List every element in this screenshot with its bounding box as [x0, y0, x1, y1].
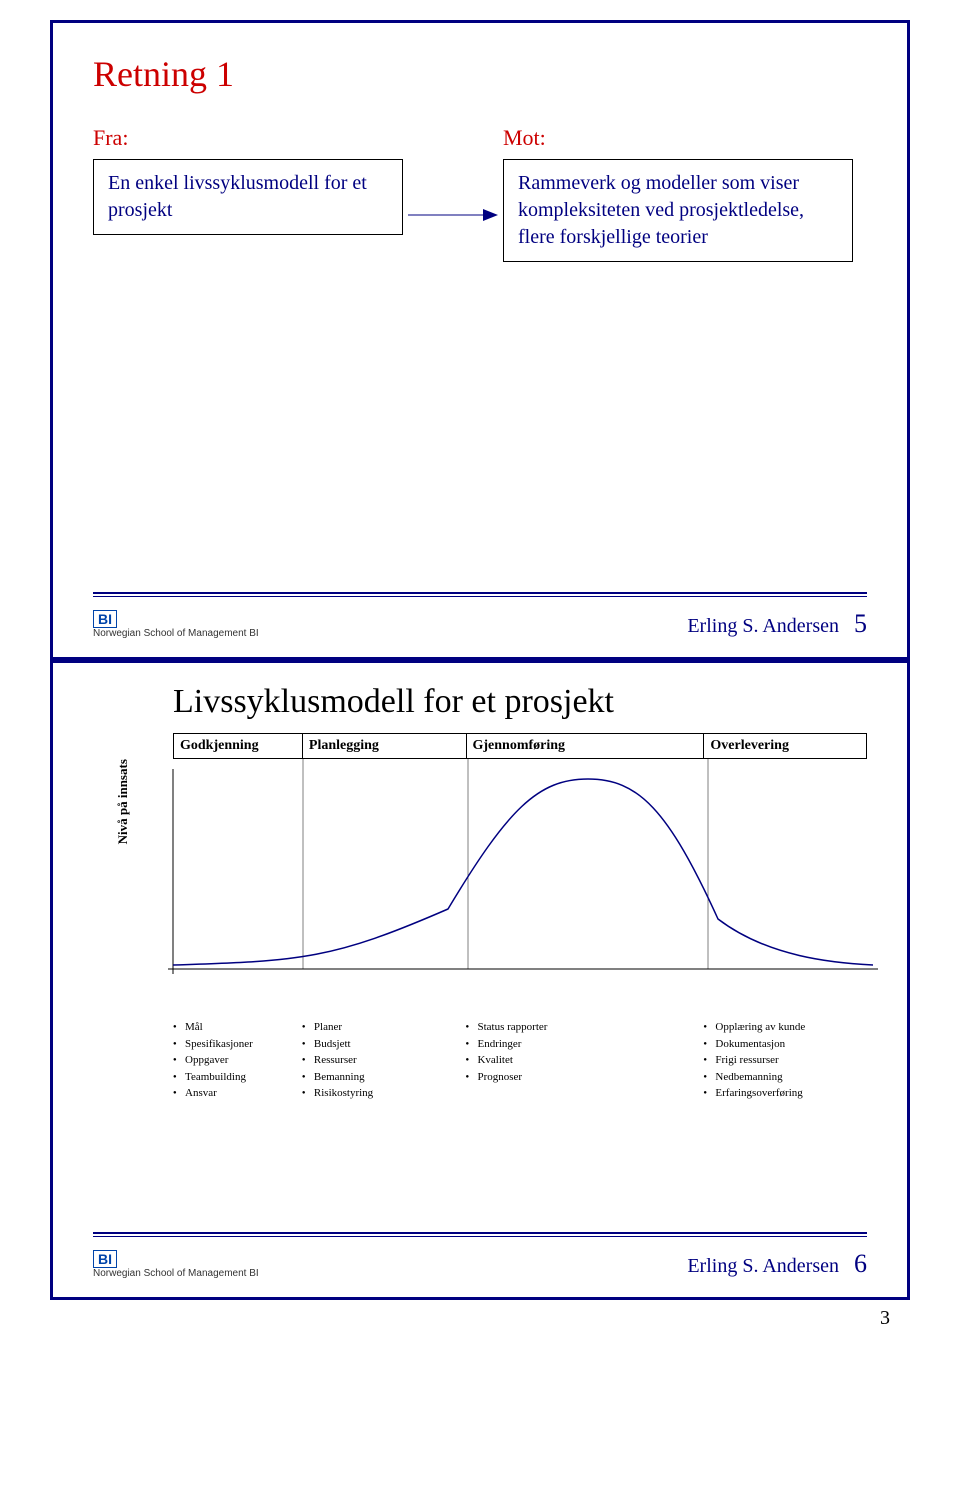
- mot-label: Mot:: [503, 125, 853, 151]
- logo: BI Norwegian School of Management BI: [93, 1250, 259, 1279]
- bullet-item: Opplæring av kunde: [703, 1019, 867, 1036]
- bullet-item: Endringer: [465, 1036, 703, 1053]
- phase-cell: Overlevering: [703, 733, 867, 759]
- fra-label: Fra:: [93, 125, 403, 151]
- footer-divider: [93, 1232, 867, 1237]
- bullet-item: Prognoser: [465, 1069, 703, 1086]
- logo-short: BI: [93, 610, 117, 628]
- slide1-content: Fra: En enkel livssyklusmodell for et pr…: [93, 125, 867, 262]
- slide-2: Livssyklusmodell for et prosjekt Godkjen…: [50, 660, 910, 1300]
- bullets-column: PlanerBudsjettRessurserBemanningRisikost…: [302, 1019, 466, 1102]
- footer: Erling S. Andersen 6: [687, 1249, 867, 1279]
- slide-number: 6: [854, 1249, 867, 1278]
- bullet-item: Status rapporter: [465, 1019, 703, 1036]
- phase-cell: Planlegging: [302, 733, 466, 759]
- fra-column: Fra: En enkel livssyklusmodell for et pr…: [93, 125, 403, 235]
- logo: BI Norwegian School of Management BI: [93, 610, 259, 639]
- bullet-item: Frigi ressurser: [703, 1052, 867, 1069]
- page-number: 3: [880, 1307, 890, 1330]
- bullets-column: Status rapporterEndringerKvalitetPrognos…: [465, 1019, 703, 1102]
- slide-title: Retning 1: [93, 53, 867, 95]
- footer: Erling S. Andersen 5: [687, 609, 867, 639]
- logo-long: Norwegian School of Management BI: [93, 1268, 259, 1279]
- phase-cell: Godkjenning: [173, 733, 302, 759]
- bullet-item: Mål: [173, 1019, 302, 1036]
- bullet-item: Ressurser: [302, 1052, 466, 1069]
- slide-1: Retning 1 Fra: En enkel livssyklusmodell…: [50, 20, 910, 660]
- arrow-icon: [403, 195, 503, 235]
- footer-author: Erling S. Andersen: [687, 615, 839, 637]
- fra-box: En enkel livssyklusmodell for et prosjek…: [93, 159, 403, 235]
- bullets-row: MålSpesifikasjonerOppgaverTeambuildingAn…: [173, 1019, 867, 1102]
- bullet-item: Teambuilding: [173, 1069, 302, 1086]
- footer-divider: [93, 592, 867, 597]
- mot-box: Rammeverk og modeller som viser kompleks…: [503, 159, 853, 262]
- bullet-item: Oppgaver: [173, 1052, 302, 1069]
- bullet-item: Spesifikasjoner: [173, 1036, 302, 1053]
- bullet-item: Nedbemanning: [703, 1069, 867, 1086]
- bullet-item: Planer: [302, 1019, 466, 1036]
- y-axis-label: Nivå på innsats: [115, 759, 131, 844]
- bullet-item: Erfaringsoverføring: [703, 1085, 867, 1102]
- bullet-item: Budsjett: [302, 1036, 466, 1053]
- bullet-item: Kvalitet: [465, 1052, 703, 1069]
- phase-row: GodkjenningPlanleggingGjennomføringOverl…: [173, 733, 867, 759]
- lifecycle-curve-chart: [133, 759, 893, 999]
- bullet-item: Ansvar: [173, 1085, 302, 1102]
- bullet-item: Dokumentasjon: [703, 1036, 867, 1053]
- bullets-column: Opplæring av kundeDokumentasjonFrigi res…: [703, 1019, 867, 1102]
- chart-area: Nivå på innsats: [133, 759, 893, 999]
- logo-short: BI: [93, 1250, 117, 1268]
- bullet-item: Bemanning: [302, 1069, 466, 1086]
- slide-number: 5: [854, 609, 867, 638]
- bullets-column: MålSpesifikasjonerOppgaverTeambuildingAn…: [173, 1019, 302, 1102]
- logo-long: Norwegian School of Management BI: [93, 628, 259, 639]
- phase-cell: Gjennomføring: [466, 733, 704, 759]
- bullet-item: Risikostyring: [302, 1085, 466, 1102]
- footer-author: Erling S. Andersen: [687, 1255, 839, 1277]
- mot-column: Mot: Rammeverk og modeller som viser kom…: [503, 125, 853, 262]
- slide2-title: Livssyklusmodell for et prosjekt: [173, 683, 867, 721]
